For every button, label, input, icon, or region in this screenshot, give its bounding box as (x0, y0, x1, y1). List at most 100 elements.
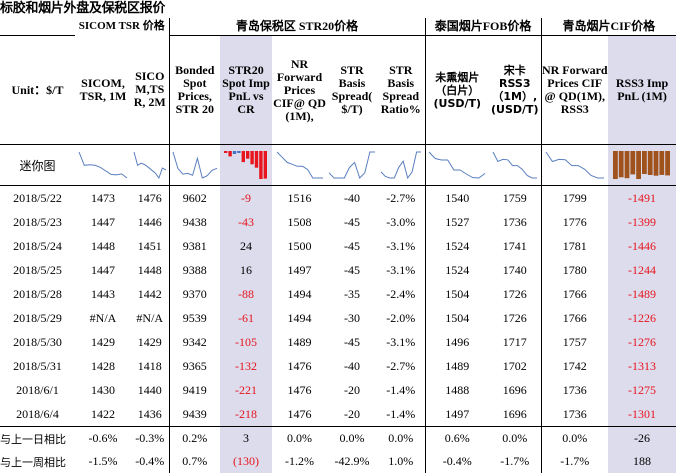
summary-sicom-1m: -1.5% (88, 454, 118, 468)
cell-sicom-1m: 1443 (91, 286, 115, 301)
cell-nr-forward: 1476 (287, 382, 312, 397)
cell-str20-pnl: -105 (220, 330, 273, 354)
cell-nr-forward: 1497 (287, 262, 312, 277)
sparkline-bar (647, 151, 653, 175)
cell-bonded-spot: 9439 (168, 402, 221, 427)
cell-nr-forward: 1516 (287, 190, 312, 205)
cell-songkhla-rss3: 1717 (502, 334, 527, 349)
cell-nr-forward: 1489 (287, 334, 312, 349)
row-date: 2018/5/23 (13, 214, 62, 229)
cell-rss3-pnl: -1446 (608, 234, 677, 258)
sparkline-bar (618, 151, 624, 178)
cell-rss3-pnl: -1399 (608, 210, 677, 234)
table-row: 2018/5/23 1447 1446 9438 -43 1508 -45 -3.0% 1527… (0, 210, 677, 234)
sparkline-c4 (220, 144, 273, 186)
cell-sicom-2m: 1418 (137, 358, 162, 373)
sparkline-bar (665, 151, 671, 176)
cell-nr-forward-rss3: 1799 (540, 185, 609, 210)
sparkline-c8 (424, 144, 490, 186)
cell-sicom-2m: 1446 (137, 214, 162, 229)
summary-basis-ratio: 1.0% (388, 454, 414, 468)
cell-songkhla-rss3: 1741 (502, 238, 527, 253)
row-date: 2018/5/24 (13, 238, 62, 253)
cell-nr-forward-rss3: 1766 (540, 306, 609, 330)
row-date: 2018/5/30 (13, 334, 62, 349)
col-str20-pnl: STR20 Spot Imp PnL vs CR (220, 35, 273, 145)
cell-str20-pnl: -61 (220, 306, 273, 330)
price-table: SICOM TSR 价格 青岛保税区 STR20价格 泰国烟片FOB价格 青岛烟… (0, 18, 677, 473)
cell-nr-forward: 1476 (287, 406, 312, 421)
cell-nr-forward-rss3: 1776 (540, 210, 609, 234)
cell-nr-forward: 1494 (287, 286, 312, 301)
sparkline-bar (254, 151, 259, 168)
cell-rss3-pnl: -1313 (608, 354, 677, 378)
cell-unsmoked-sheet: 1496 (424, 330, 490, 354)
col-basis-ratio: STR Basis Spread Ratio% (377, 35, 426, 145)
cell-unsmoked-sheet: 1524 (424, 234, 490, 258)
cell-sicom-2m: 1440 (137, 382, 162, 397)
cell-rss3-pnl: -1244 (608, 258, 677, 282)
cell-basis-spread: -20 (344, 406, 361, 421)
sparkline-line (428, 151, 486, 179)
cell-unsmoked-sheet: 1504 (424, 306, 490, 330)
cell-bonded-spot: 9342 (168, 330, 221, 354)
cell-nr-forward: 1494 (287, 310, 312, 325)
sparkline-bar (237, 151, 241, 153)
summary-bonded-spot: 0.2% (168, 426, 221, 450)
cell-sicom-2m: 1429 (137, 334, 162, 349)
summary-unsmoked-sheet: 0.6% (424, 426, 490, 450)
sparkline-c1 (75, 144, 131, 186)
sparkline-c11 (608, 144, 677, 186)
col-bonded-spot: Bonded Spot Prices, STR 20 (168, 35, 221, 145)
cell-str20-pnl: -132 (220, 354, 273, 378)
sparkline-c9 (489, 144, 542, 186)
cell-basis-ratio: -1.4% (386, 406, 416, 421)
cell-basis-ratio: -3.1% (386, 334, 416, 349)
row-date: 2018/5/25 (13, 262, 62, 277)
sparkline-c5 (272, 144, 328, 186)
cell-bonded-spot: 9419 (168, 378, 221, 402)
cell-basis-spread: -40 (344, 190, 361, 205)
cell-bonded-spot: 9370 (168, 282, 221, 306)
cell-nr-forward-rss3: 1742 (540, 354, 609, 378)
cell-basis-ratio: -2.7% (386, 190, 416, 205)
cell-sicom-1m: 1430 (91, 382, 115, 397)
sparkline-c6 (327, 144, 378, 186)
group-sicom: SICOM TSR 价格 (78, 20, 165, 33)
sparkline-c10 (540, 144, 609, 186)
summary-basis-ratio: 0.0% (377, 426, 426, 450)
cell-nr-forward-rss3: 1736 (540, 402, 609, 427)
col-sicom-1m: SICOM, TSR, 1M (75, 35, 131, 145)
cell-nr-forward-rss3: 1736 (540, 378, 609, 402)
sparkline-c3 (168, 144, 221, 186)
cell-basis-ratio: -3.1% (386, 238, 416, 253)
corner-cell (0, 18, 75, 36)
table-row: 2018/6/1 1430 1440 9419 -221 1476 -20 -1.4% 1488… (0, 378, 677, 402)
sparkline-bar (636, 151, 642, 179)
cell-songkhla-rss3: 1726 (502, 310, 527, 325)
cell-rss3-pnl: -1226 (608, 306, 677, 330)
cell-nr-forward-rss3: 1781 (540, 234, 609, 258)
row-date: 2018/5/31 (13, 358, 62, 373)
row-date: 2018/5/29 (13, 310, 62, 325)
cell-basis-ratio: -2.7% (386, 358, 416, 373)
cell-basis-spread: -20 (344, 382, 361, 397)
sparkline-bar (228, 151, 232, 157)
summary-unsmoked-sheet: -0.4% (424, 450, 490, 473)
cell-unsmoked-sheet: 1497 (424, 402, 490, 427)
col-songkhla-rss3: 宋卡 RSS3 （1M）,(USD/T) (489, 35, 542, 145)
cell-songkhla-rss3: 1726 (502, 286, 527, 301)
cell-sicom-1m: 1429 (91, 334, 115, 349)
col-rss3-pnl: RSS3 Imp PnL (1M) (608, 35, 677, 145)
cell-bonded-spot: 9438 (168, 210, 221, 234)
cell-nr-forward-rss3: 1757 (540, 330, 609, 354)
sparkline-line (133, 151, 166, 180)
row-date: 2018/5/28 (13, 286, 62, 301)
col-basis-spread: STR Basis Spread( $/T) (327, 35, 378, 145)
cell-sicom-1m: 1422 (91, 406, 115, 421)
summary-rss3-pnl: 188 (608, 450, 677, 473)
cell-bonded-spot: 9539 (168, 306, 221, 330)
sparkline-bar (224, 151, 228, 153)
sparkline-bar (653, 151, 659, 176)
cell-sicom-2m: 1476 (137, 190, 162, 205)
